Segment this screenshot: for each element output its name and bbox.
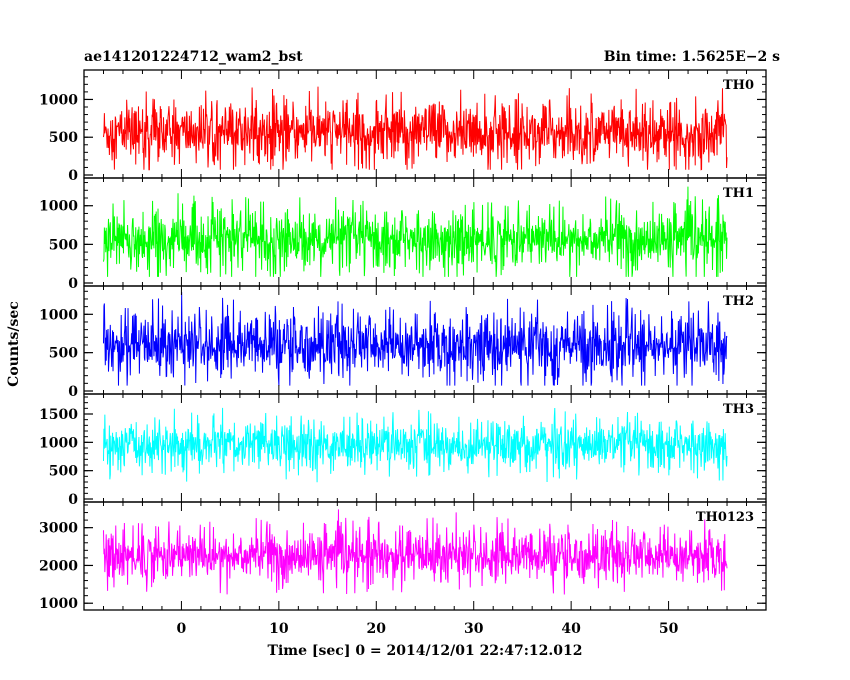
y-tick-label: 0: [68, 384, 78, 400]
x-axis-label: Time [sec] 0 = 2014/12/01 22:47:12.012: [268, 643, 583, 659]
x-tick-label: 10: [269, 621, 289, 637]
y-tick-label: 1000: [39, 435, 78, 451]
y-tick-label: 1000: [39, 596, 78, 612]
y-tick-label: 1000: [39, 92, 78, 108]
series-line-th3: [102, 407, 728, 483]
x-tick-label: 40: [561, 621, 581, 637]
series-label-th3: TH3: [723, 402, 754, 417]
x-tick-label: 0: [177, 621, 187, 637]
panels-layer: 05001000TH005001000TH105001000TH20500100…: [39, 69, 767, 637]
y-tick-label: 0: [68, 168, 78, 184]
y-tick-label: 0: [68, 492, 78, 508]
series-line-th1: [102, 186, 728, 277]
series-label-th0123: TH0123: [696, 510, 754, 525]
bin-time-label: Bin time: 1.5625E−2 s: [604, 49, 780, 65]
y-tick-label: 3000: [39, 521, 78, 537]
panel-th3: 0 500 1000 1500 TH3: [39, 393, 767, 508]
series-line-th0123: [102, 509, 728, 595]
x-tick-label: 30: [464, 621, 484, 637]
series-label-th2: TH2: [723, 294, 754, 309]
y-tick-label: 1500: [39, 407, 78, 423]
panel-th0123: 1000 2000 3000 TH0123: [39, 501, 767, 612]
panel-frame: [83, 501, 767, 611]
y-axis-label: Counts/sec: [6, 301, 22, 387]
y-tick-label: 1000: [39, 307, 78, 323]
y-tick-label: 500: [49, 464, 78, 480]
x-tick-labels: 0 10 20 30 40 50: [177, 621, 679, 637]
series-label-th1: TH1: [723, 186, 754, 201]
y-tick-label: 2000: [39, 558, 78, 574]
y-tick-label: 0: [68, 276, 78, 292]
panel-th0: 0 500 1000 TH0: [39, 69, 767, 184]
y-tick-label: 500: [49, 346, 78, 362]
y-tick-label: 1000: [39, 199, 78, 215]
panel-th1: 0 500 1000 TH1: [39, 177, 767, 292]
x-tick-label: 20: [367, 621, 387, 637]
series-line-th2: [102, 292, 728, 386]
y-tick-label: 500: [49, 237, 78, 253]
series-label-th0: TH0: [723, 78, 754, 93]
series-line-th0: [102, 86, 728, 171]
panel-th2: 0 500 1000 TH2: [39, 285, 767, 400]
chart-title: ae141201224712_wam2_bst: [84, 49, 303, 65]
y-tick-label: 500: [49, 130, 78, 146]
x-tick-label: 50: [659, 621, 679, 637]
